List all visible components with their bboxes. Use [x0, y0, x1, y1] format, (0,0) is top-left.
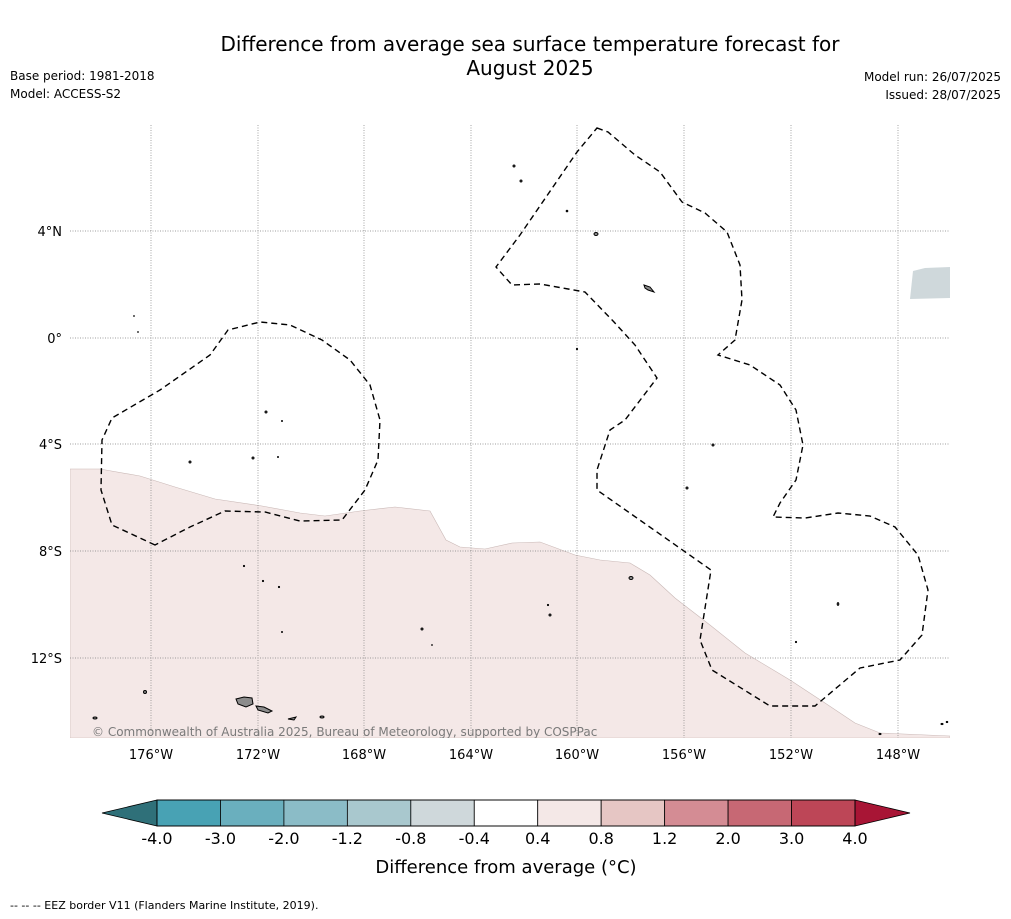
lon-label: 148°W — [876, 748, 920, 763]
colorbar-tick-label: -2.0 — [268, 829, 299, 848]
colorbar-tick-label: -4.0 — [141, 829, 172, 848]
colorbar-tick-label: 0.8 — [588, 829, 613, 848]
colorbar-tick-label: 4.0 — [842, 829, 867, 848]
colorbar-tick-label: -0.8 — [395, 829, 426, 848]
metadata-right: Model run: 26/07/2025 Issued: 28/07/2025 — [864, 68, 1001, 104]
issued-date: Issued: 28/07/2025 — [885, 88, 1001, 102]
cool-anomaly-patch — [910, 267, 950, 299]
colorbar-tick-label: 2.0 — [715, 829, 740, 848]
lon-label: 176°W — [129, 748, 173, 763]
island-tutuila — [287, 716, 298, 721]
model-name: Model: ACCESS-S2 — [10, 87, 122, 101]
colorbar-segment — [600, 799, 666, 827]
latitude-labels: 4°N 0° 4°S 8°S 12°S — [31, 225, 62, 667]
eez-border-tokelau — [100, 321, 381, 546]
colorbar: -4.0 -3.0 -2.0 -1.2 -0.8 -0.4 0.4 0.8 1.2 2.0 3.0 4… — [101, 799, 911, 878]
lat-label: 8°S — [39, 545, 62, 560]
island-christmas — [643, 284, 656, 294]
colorbar-tick-label: -1.2 — [332, 829, 363, 848]
colorbar-segment — [220, 799, 285, 827]
colorbar-tick-label: -0.4 — [459, 829, 490, 848]
lon-label: 168°W — [342, 748, 386, 763]
lon-label: 152°W — [769, 748, 813, 763]
colorbar-tick-label: 0.4 — [525, 829, 550, 848]
map-area: © Commonwealth of Australia 2025, Bureau… — [70, 125, 950, 739]
colorbar-segments — [156, 799, 856, 827]
lat-label: 4°N — [38, 225, 63, 240]
eez-legend-note: -- -- -- EEZ border V11 (Flanders Marine… — [10, 899, 319, 912]
colorbar-tick-label: 3.0 — [779, 829, 804, 848]
colorbar-low-extend — [101, 799, 158, 827]
colorbar-tick-labels: -4.0 -3.0 -2.0 -1.2 -0.8 -0.4 0.4 0.8 1.2 2.0 3.0 4… — [141, 829, 867, 848]
eez-borders — [100, 127, 929, 707]
colorbar-segment — [727, 799, 792, 827]
colorbar-high-extend — [854, 799, 911, 827]
lon-label: 172°W — [236, 748, 280, 763]
graticule — [70, 125, 950, 738]
map-title-line-1: Difference from average sea surface temp… — [220, 32, 840, 56]
lat-label: 0° — [47, 332, 62, 347]
lon-label: 160°W — [555, 748, 599, 763]
colorbar-label: Difference from average (°C) — [375, 857, 636, 878]
colorbar-segment — [537, 799, 602, 827]
base-period: Base period: 1981-2018 — [10, 69, 155, 83]
colorbar-segment — [283, 799, 348, 827]
warm-anomaly-region — [70, 468, 950, 738]
lat-label: 12°S — [31, 652, 62, 667]
longitude-labels: 176°W 172°W 168°W 164°W 160°W 156°W 152°… — [129, 748, 920, 763]
model-run-date: Model run: 26/07/2025 — [863, 70, 1001, 84]
copyright-notice: © Commonwealth of Australia 2025, Bureau… — [92, 725, 597, 739]
colorbar-segment — [473, 799, 539, 827]
eez-border-kiribati-line-islands — [495, 127, 929, 707]
colorbar-segment — [346, 799, 412, 827]
colorbar-segment — [410, 799, 475, 827]
colorbar-segment — [156, 799, 221, 827]
islands — [92, 164, 949, 736]
island-upolu — [255, 705, 274, 714]
colorbar-tick-label: -3.0 — [205, 829, 236, 848]
colorbar-segment — [664, 799, 729, 827]
lat-label: 4°S — [39, 438, 62, 453]
island-savaii — [235, 696, 254, 708]
map-title-line-2: August 2025 — [466, 56, 594, 80]
colorbar-segment — [791, 799, 856, 827]
metadata-left: Base period: 1981-2018 Model: ACCESS-S2 — [10, 67, 155, 103]
lon-label: 164°W — [449, 748, 493, 763]
lon-label: 156°W — [662, 748, 706, 763]
colorbar-tick-label: 1.2 — [652, 829, 677, 848]
